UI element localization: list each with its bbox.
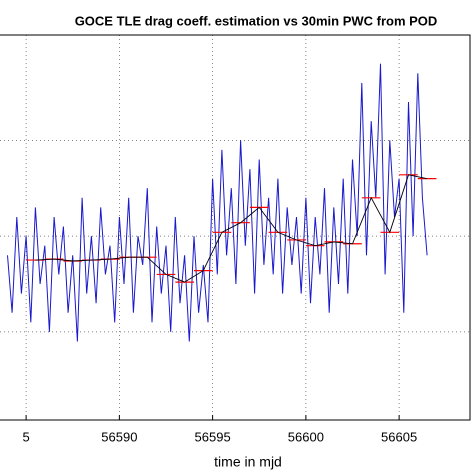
data-line xyxy=(7,63,428,342)
x-tick-label: 5 xyxy=(22,429,29,444)
x-tick-label: 56600 xyxy=(288,429,324,444)
plot-frame xyxy=(0,34,471,421)
x-tick-label: 56590 xyxy=(101,429,137,444)
chart-title: GOCE TLE drag coeff. estimation vs 30min… xyxy=(75,13,438,28)
x-tick-label: 56595 xyxy=(195,429,231,444)
x-axis-label: time in mjd xyxy=(214,454,282,470)
pwc-link-line xyxy=(35,174,428,283)
x-tick-label: 56605 xyxy=(381,429,417,444)
